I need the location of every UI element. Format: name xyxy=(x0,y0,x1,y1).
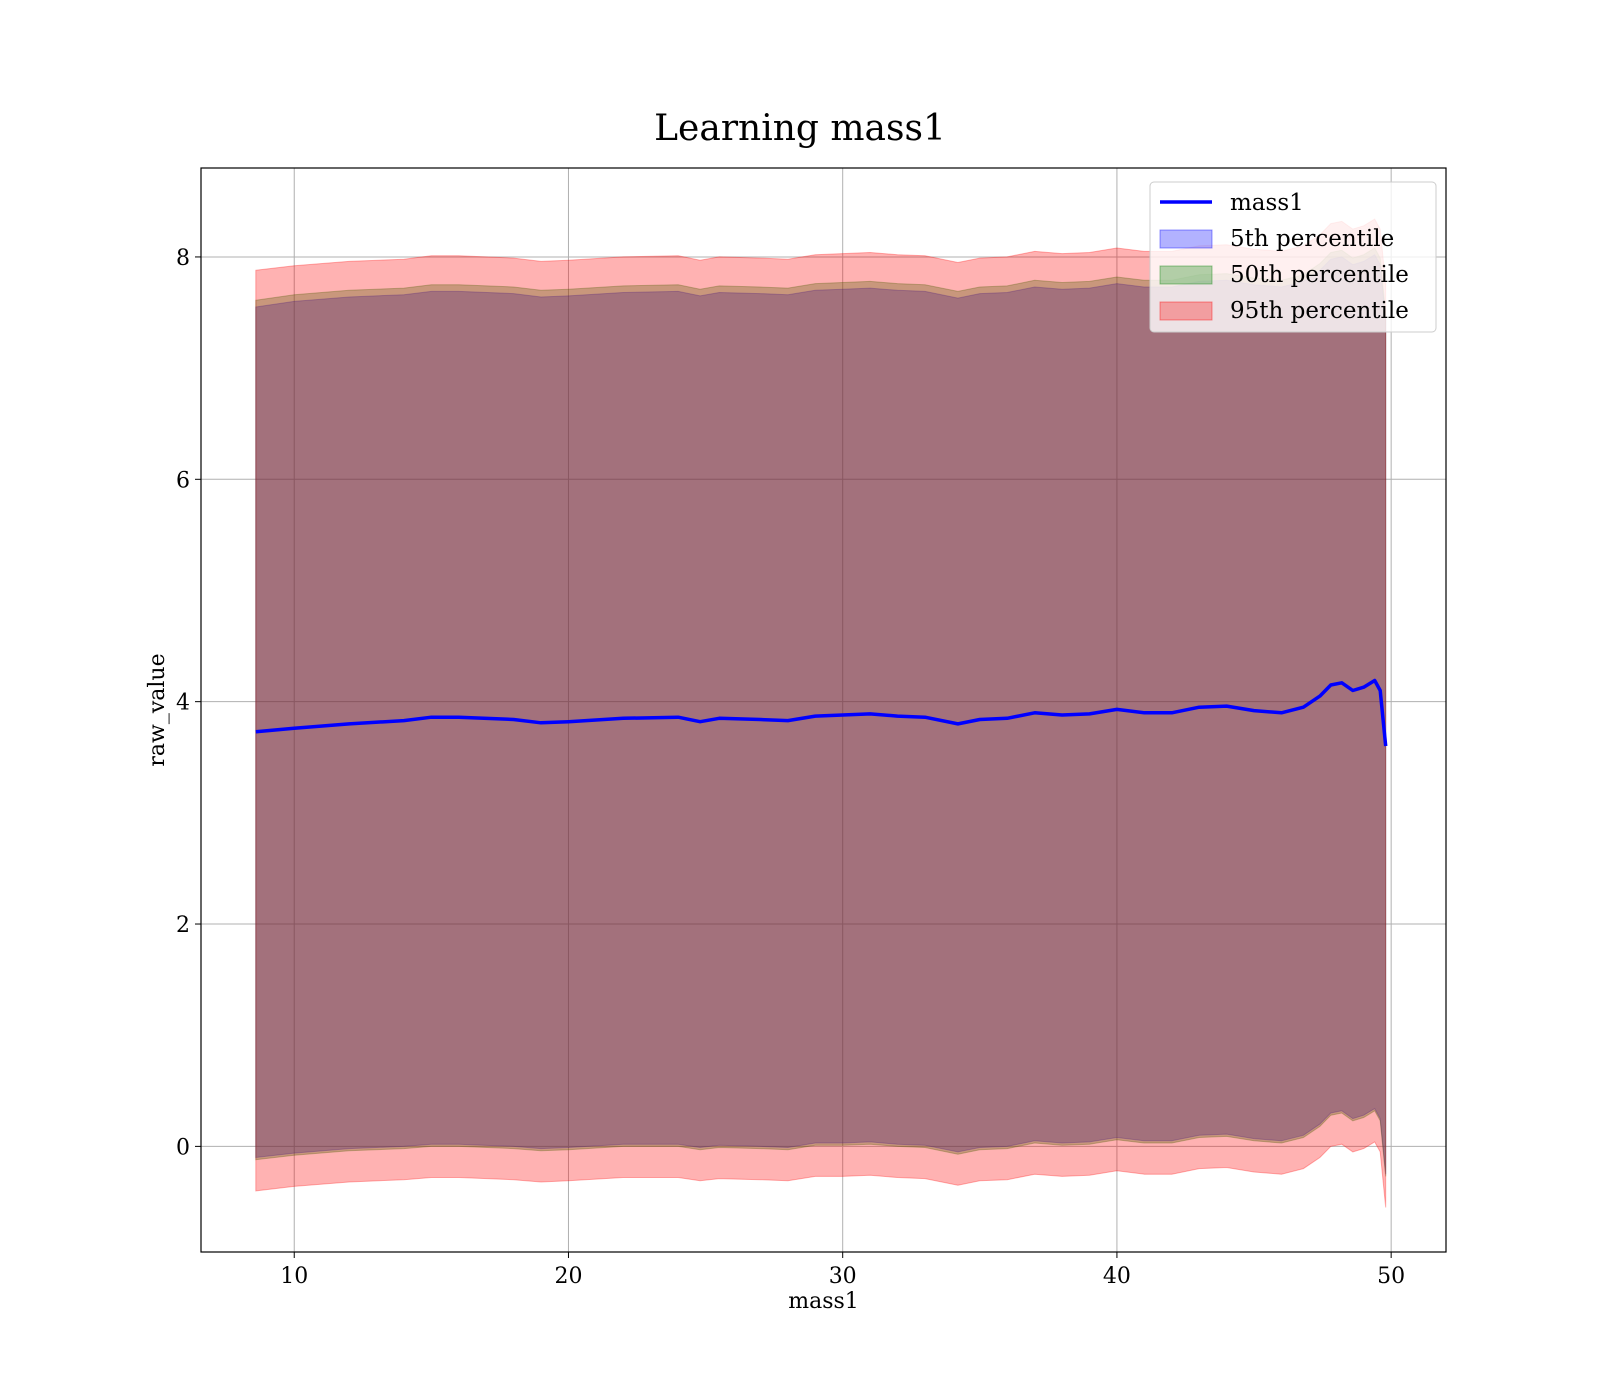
series-line-mass1 xyxy=(255,678,1388,747)
legend-label: 95th percentile xyxy=(1230,298,1409,324)
y-tick-label: 4 xyxy=(176,691,190,716)
x-tick-label: 50 xyxy=(1377,1264,1405,1289)
legend: mass1 5th percentile 50th percentile 95th p… xyxy=(1149,181,1437,333)
series-lines xyxy=(255,678,1388,747)
x-axis-label: mass1 xyxy=(788,1289,859,1314)
x-tick-label: 40 xyxy=(1103,1264,1131,1289)
y-tick-label: 0 xyxy=(176,1135,190,1160)
legend-item: mass1 xyxy=(1160,190,1304,216)
legend-band-swatch xyxy=(1159,265,1213,285)
legend-box xyxy=(1149,181,1437,333)
percentile-bands xyxy=(255,218,1387,1208)
legend-label: 50th percentile xyxy=(1230,262,1409,288)
band-50th-percentile xyxy=(255,247,1387,1177)
y-axis-label: raw_value xyxy=(145,653,170,766)
x-tick-label: 20 xyxy=(554,1264,582,1289)
legend-band-swatch xyxy=(1159,229,1213,249)
x-tick-label: 10 xyxy=(280,1264,308,1289)
legend-item: 50th percentile xyxy=(1159,262,1409,288)
y-tick-label: 2 xyxy=(176,913,190,938)
legend-label: mass1 xyxy=(1230,190,1304,216)
plot-frame xyxy=(200,167,1447,1253)
chart-title: Learning mass1 xyxy=(654,108,946,149)
x-tick-label: 30 xyxy=(829,1264,857,1289)
axis-ticks: 10 20 30 40 50 0 2 4 6 8 xyxy=(176,246,1405,1289)
legend-band-swatch xyxy=(1159,301,1213,321)
legend-item: 95th percentile xyxy=(1159,298,1409,324)
y-tick-label: 6 xyxy=(176,468,190,493)
band-95th-percentile xyxy=(255,218,1387,1208)
y-tick-label: 8 xyxy=(176,246,190,271)
legend-label: 5th percentile xyxy=(1230,226,1394,252)
legend-item: 5th percentile xyxy=(1159,226,1394,252)
